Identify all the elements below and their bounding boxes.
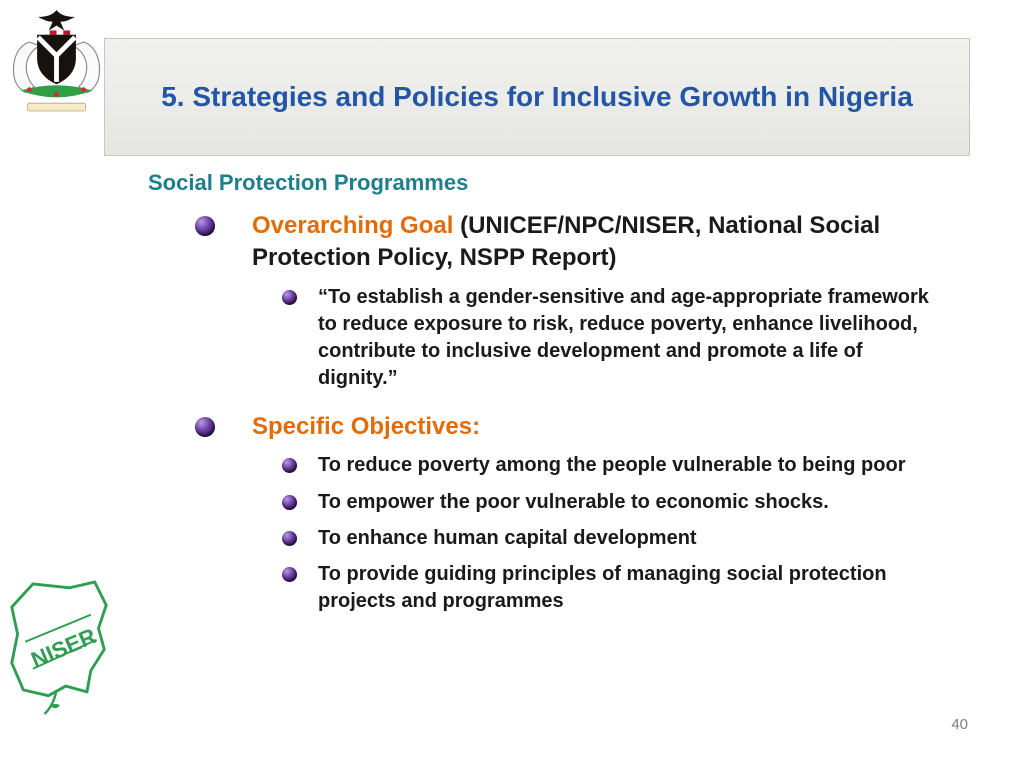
bullet-sphere-icon: [195, 216, 215, 236]
bullet-text: To enhance human capital development: [318, 526, 697, 549]
bullet-sphere-icon: [282, 458, 297, 474]
bullet-text: To empower the poor vulnerable to econom…: [318, 490, 829, 513]
bullet-goal-quote: “To establish a gender-sensitive and age…: [282, 284, 968, 393]
coat-of-arms-icon: [12, 10, 101, 112]
slide-title: 5. Strategies and Policies for Inclusive…: [161, 80, 913, 112]
section-heading: Social Protection Programmes: [148, 170, 469, 195]
bullet-lead-text: Overarching Goal: [252, 212, 454, 239]
bullet-objective-human-capital: To enhance human capital development: [282, 525, 968, 552]
bullet-overarching-goal: Overarching Goal (UNICEF/NPC/NISER, Nati…: [195, 210, 968, 274]
bullet-objective-guiding-principles: To provide guiding principles of managin…: [282, 561, 968, 615]
bullet-icon-column: [282, 525, 318, 546]
bullet-icon-column: [195, 411, 252, 437]
bullet-text: Overarching Goal (UNICEF/NPC/NISER, Nati…: [252, 210, 944, 274]
slide-body: Social Protection Programmes Overarching…: [148, 170, 968, 624]
bullet-text: To reduce poverty among the people vulne…: [318, 454, 906, 477]
page-number: 40: [951, 716, 968, 733]
bullet-sphere-icon: [282, 289, 297, 305]
bullet-objective-empower-poor: To empower the poor vulnerable to econom…: [282, 489, 968, 516]
bullet-sphere-icon: [282, 567, 297, 583]
bullet-icon-column: [282, 561, 318, 583]
bullet-objective-reduce-poverty: To reduce poverty among the people vulne…: [282, 452, 968, 479]
bullet-lead-text: Specific Objectives:: [252, 412, 481, 440]
bullet-specific-objectives: Specific Objectives:: [195, 411, 968, 443]
bullet-icon-column: [282, 489, 318, 510]
bullet-sphere-icon: [282, 494, 297, 510]
niser-logo-icon: NISER: [10, 580, 108, 715]
bullet-icon-column: [195, 210, 252, 236]
nigeria-coat-of-arms-logo: [8, 5, 105, 117]
bullet-sphere-icon: [195, 416, 215, 437]
bullet-text: Specific Objectives:: [252, 411, 944, 443]
bullet-rest-text: (UNICEF/NPC/NISER, National Social Prote…: [252, 212, 881, 271]
bullet-text: “To establish a gender-sensitive and age…: [318, 285, 929, 390]
bullet-text: To provide guiding principles of managin…: [318, 563, 887, 613]
bullet-icon-column: [282, 284, 318, 305]
slide-title-bar: 5. Strategies and Policies for Inclusive…: [104, 38, 970, 156]
bullet-icon-column: [282, 452, 318, 474]
niser-logo: NISER: [6, 578, 112, 718]
bullet-sphere-icon: [282, 530, 297, 546]
